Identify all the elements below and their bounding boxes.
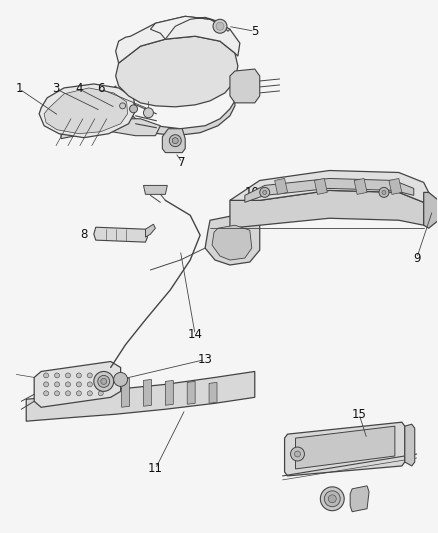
Polygon shape: [26, 372, 255, 421]
Circle shape: [87, 373, 92, 378]
Circle shape: [76, 373, 81, 378]
Circle shape: [44, 391, 49, 396]
Text: 11: 11: [148, 463, 163, 475]
Polygon shape: [230, 190, 424, 228]
Circle shape: [263, 190, 267, 195]
Circle shape: [120, 103, 126, 109]
Polygon shape: [144, 185, 167, 195]
Text: 9: 9: [413, 252, 420, 264]
Polygon shape: [212, 225, 252, 260]
Circle shape: [170, 135, 181, 147]
Polygon shape: [145, 224, 155, 237]
Circle shape: [98, 391, 103, 396]
Circle shape: [55, 373, 60, 378]
Polygon shape: [314, 179, 327, 195]
Polygon shape: [285, 422, 405, 476]
Text: 6: 6: [97, 83, 105, 95]
Polygon shape: [61, 119, 160, 139]
Polygon shape: [94, 227, 148, 242]
Polygon shape: [44, 88, 127, 134]
Text: 7: 7: [178, 156, 186, 169]
Polygon shape: [162, 129, 185, 152]
Circle shape: [290, 447, 304, 461]
Circle shape: [55, 391, 60, 396]
Text: 10: 10: [244, 186, 259, 199]
Polygon shape: [113, 86, 235, 136]
Circle shape: [98, 382, 103, 387]
Circle shape: [65, 373, 71, 378]
Polygon shape: [209, 382, 217, 403]
Polygon shape: [389, 179, 402, 195]
Circle shape: [55, 382, 60, 387]
Text: 8: 8: [80, 228, 88, 241]
Circle shape: [130, 105, 138, 113]
Circle shape: [379, 188, 389, 197]
Text: 3: 3: [53, 83, 60, 95]
Circle shape: [382, 190, 386, 195]
Circle shape: [76, 382, 81, 387]
Text: 15: 15: [352, 408, 367, 421]
Circle shape: [172, 138, 178, 144]
Polygon shape: [350, 486, 369, 512]
Circle shape: [144, 108, 153, 118]
Circle shape: [44, 373, 49, 378]
Polygon shape: [205, 215, 260, 265]
Polygon shape: [424, 192, 438, 228]
Circle shape: [328, 495, 336, 503]
Circle shape: [320, 487, 344, 511]
Polygon shape: [230, 69, 260, 103]
Polygon shape: [275, 179, 288, 195]
Polygon shape: [296, 426, 395, 469]
Polygon shape: [230, 171, 429, 203]
Circle shape: [65, 382, 71, 387]
Polygon shape: [34, 361, 120, 407]
Text: 5: 5: [251, 25, 258, 38]
Polygon shape: [39, 84, 135, 138]
Circle shape: [260, 188, 270, 197]
Text: 4: 4: [75, 83, 83, 95]
Polygon shape: [245, 179, 414, 203]
Circle shape: [294, 451, 300, 457]
Polygon shape: [144, 379, 152, 406]
Polygon shape: [354, 179, 367, 195]
Circle shape: [87, 391, 92, 396]
Polygon shape: [165, 381, 173, 405]
Text: 13: 13: [198, 353, 212, 366]
Circle shape: [216, 22, 224, 30]
Polygon shape: [150, 17, 230, 39]
Circle shape: [98, 373, 103, 378]
Text: 14: 14: [187, 328, 203, 341]
Circle shape: [94, 372, 114, 391]
Circle shape: [324, 491, 340, 507]
Polygon shape: [187, 382, 195, 404]
Text: 1: 1: [15, 83, 23, 95]
Circle shape: [213, 19, 227, 33]
Circle shape: [114, 373, 127, 386]
Circle shape: [44, 382, 49, 387]
Circle shape: [101, 378, 107, 384]
Circle shape: [98, 375, 110, 387]
Polygon shape: [405, 424, 415, 466]
Polygon shape: [116, 17, 240, 63]
Circle shape: [87, 382, 92, 387]
Polygon shape: [122, 378, 130, 407]
Circle shape: [65, 391, 71, 396]
Polygon shape: [116, 36, 238, 107]
Circle shape: [76, 391, 81, 396]
